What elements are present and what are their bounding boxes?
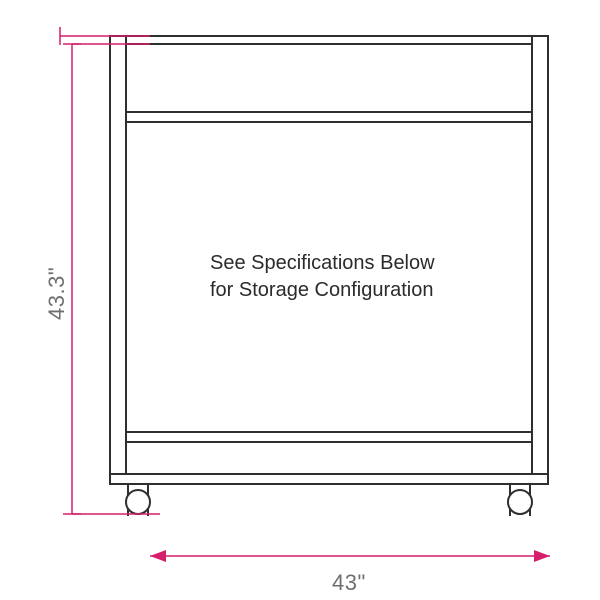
height-dimension-label: 43.3" [44,267,70,320]
configuration-note-line1: See Specifications Below [210,252,435,274]
width-dimension-label: 43" [332,570,366,596]
diagram-stage: 43.3" 43" See Specifications Below for S… [0,0,600,600]
configuration-note-line2: for Storage Configuration [210,279,433,301]
configuration-note: See Specifications Below for Storage Con… [210,250,435,304]
